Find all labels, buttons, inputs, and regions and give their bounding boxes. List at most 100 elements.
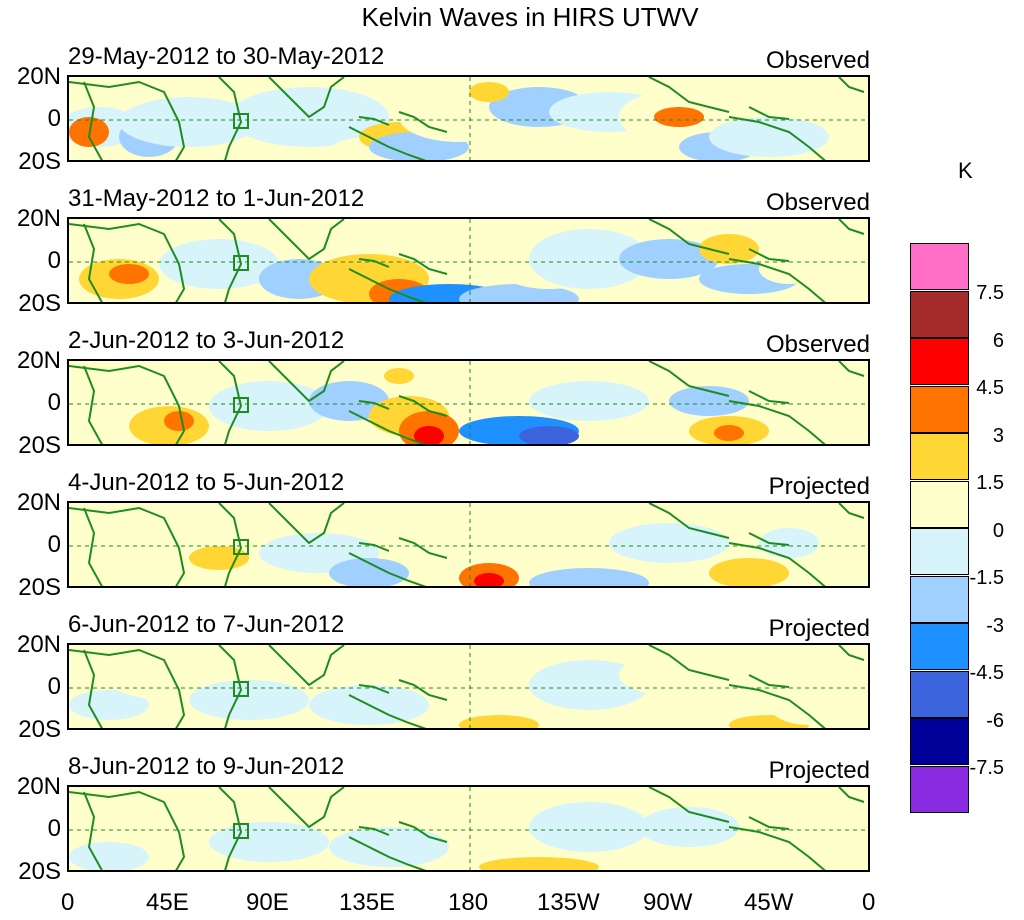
- anomaly-contour: [109, 264, 149, 284]
- anomaly-contour: [119, 97, 259, 147]
- colorbar-label: 6: [992, 329, 1004, 352]
- colorbar-label: -3: [986, 614, 1004, 637]
- colorbar-unit: K: [958, 158, 973, 183]
- coastline: [398, 679, 448, 701]
- colorbar-swatch: [910, 480, 969, 528]
- coastline: [748, 390, 790, 404]
- anomaly-map: [69, 77, 868, 160]
- coastline: [748, 674, 790, 688]
- latitude-label: 0: [47, 531, 61, 558]
- anomaly-contour: [414, 426, 444, 444]
- colorbar-label: 7.5: [976, 282, 1004, 304]
- coastline: [69, 364, 186, 444]
- colorbar-label: 1.5: [976, 472, 1004, 494]
- anomaly-contour: [639, 807, 739, 847]
- coastline: [648, 503, 730, 539]
- panel-status-label: Projected: [768, 757, 870, 784]
- anomaly-contour: [529, 660, 649, 710]
- region-box: [233, 823, 249, 839]
- panel-status-label: Observed: [765, 47, 870, 74]
- anomaly-contour: [209, 822, 329, 862]
- panel-status-label: Projected: [768, 615, 870, 642]
- region-box: [233, 397, 249, 413]
- coastline: [69, 648, 186, 728]
- coastline: [748, 816, 790, 830]
- coastline: [69, 790, 186, 870]
- latitude-label: 20S: [18, 432, 61, 459]
- anomaly-map: [69, 645, 868, 728]
- map-panel: [67, 75, 870, 162]
- anomaly-contour: [709, 558, 789, 586]
- colorbar-label: -6: [986, 709, 1004, 732]
- colorbar-swatch: [910, 765, 969, 813]
- map-panel: [67, 217, 870, 304]
- colorbar-label: 3: [992, 424, 1004, 447]
- anomaly-contour: [164, 411, 194, 431]
- coastline: [838, 77, 865, 93]
- latitude-label: 20S: [18, 716, 61, 743]
- anomaly-contour: [759, 528, 819, 558]
- coastline: [398, 111, 448, 133]
- coastline: [348, 552, 427, 586]
- colorbar-swatch: [910, 623, 969, 670]
- anomaly-contour: [529, 229, 649, 289]
- region-box: [233, 113, 249, 129]
- coastline: [398, 537, 448, 559]
- longitude-label: 135W: [537, 889, 600, 916]
- coastline: [398, 395, 448, 417]
- coastline: [348, 126, 427, 160]
- anomaly-contour: [609, 523, 729, 563]
- coastline: [838, 219, 865, 235]
- latitude-label: 20N: [16, 63, 61, 90]
- anomaly-contour: [619, 239, 719, 279]
- coastline: [348, 410, 427, 444]
- anomaly-contour: [669, 386, 749, 416]
- longitude-label: 135E: [339, 889, 396, 916]
- region-box: [233, 681, 249, 697]
- anomaly-contour: [409, 518, 489, 548]
- coastline: [358, 542, 390, 552]
- anomaly-contour: [529, 381, 649, 421]
- anomaly-contour: [399, 92, 519, 142]
- coastline: [348, 836, 427, 870]
- anomaly-contour: [459, 715, 539, 728]
- coastline: [218, 787, 243, 870]
- coastline: [348, 694, 427, 728]
- latitude-label: 0: [47, 815, 61, 842]
- anomaly-contour: [309, 381, 389, 421]
- anomaly-contour: [109, 802, 229, 842]
- panel-date-label: 6-Jun-2012 to 7-Jun-2012: [68, 611, 345, 638]
- panel-date-label: 29-May-2012 to 30-May-2012: [68, 43, 385, 70]
- coastline: [648, 361, 730, 397]
- coastline: [648, 645, 730, 681]
- anomaly-map: [69, 361, 868, 444]
- latitude-label: 20S: [18, 858, 61, 885]
- coastline: [358, 116, 390, 126]
- longitude-label: 0: [61, 889, 75, 916]
- coastline: [69, 222, 186, 302]
- coastline: [69, 80, 186, 160]
- colorbar-swatch: [910, 718, 969, 765]
- coastline: [398, 253, 448, 275]
- coastline: [218, 361, 243, 444]
- coastline: [398, 821, 448, 843]
- map-panel: [67, 359, 870, 446]
- coastline: [268, 645, 345, 687]
- coastline: [748, 248, 790, 262]
- colorbar-swatch: [910, 670, 969, 718]
- coastline: [358, 826, 390, 836]
- latitude-label: 20N: [16, 205, 61, 232]
- anomaly-contour: [529, 568, 649, 586]
- panel-date-label: 31-May-2012 to 1-Jun-2012: [68, 185, 365, 212]
- anomaly-contour: [474, 573, 504, 586]
- colorbar-label: 0: [992, 519, 1004, 542]
- latitude-label: 20S: [18, 148, 61, 175]
- coastline: [648, 219, 730, 255]
- coastline: [83, 81, 103, 160]
- colorbar-swatch: [910, 290, 969, 338]
- colorbar-swatch: [910, 433, 969, 480]
- latitude-label: 0: [47, 673, 61, 700]
- colorbar-label: 4.5: [976, 377, 1004, 399]
- panel-date-label: 4-Jun-2012 to 5-Jun-2012: [68, 469, 345, 496]
- coastline: [83, 223, 103, 302]
